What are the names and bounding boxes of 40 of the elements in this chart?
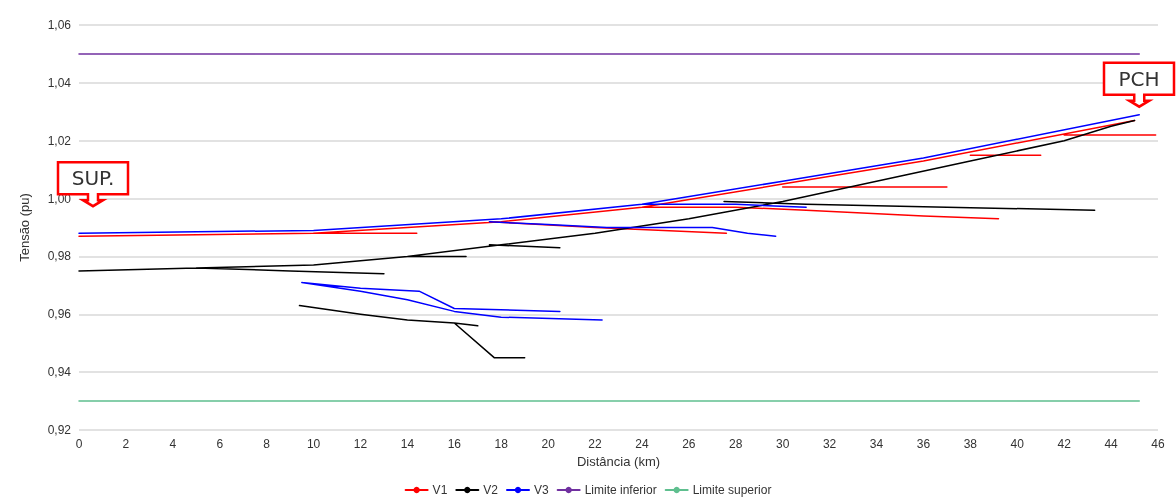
legend-label: V3: [533, 483, 549, 497]
x-tick-label: 44: [1104, 437, 1119, 451]
legend-label: V2: [483, 483, 499, 497]
x-tick-label: 28: [729, 437, 743, 451]
legend-label: V1: [432, 483, 448, 497]
x-tick-label: 2: [122, 437, 130, 451]
x-tick-label: 10: [306, 437, 321, 451]
y-tick-label: 0,92: [47, 423, 72, 437]
y-tick-label: 0,96: [47, 307, 72, 322]
x-tick-label: 12: [353, 437, 368, 451]
annotation: SUP.: [71, 166, 115, 191]
x-tick-label: 22: [588, 437, 603, 451]
x-tick-label: 14: [400, 437, 415, 451]
y-tick-label: 1,06: [47, 18, 72, 32]
x-tick-label: 34: [869, 437, 884, 451]
x-tick-label: 20: [541, 437, 556, 451]
y-axis-title: Tensão (pu): [17, 193, 32, 262]
x-tick-label: 38: [963, 437, 978, 451]
x-tick-label: 46: [1151, 437, 1165, 451]
y-tick-label: 0,98: [47, 249, 72, 264]
annotation: PCH: [1118, 66, 1160, 91]
x-tick-label: 30: [776, 437, 790, 451]
x-tick-label: 16: [447, 437, 462, 451]
x-tick-label: 6: [216, 437, 224, 451]
legend-label: Limite inferior: [584, 483, 657, 497]
x-tick-label: 42: [1057, 437, 1072, 451]
x-tick-label: 0: [75, 437, 83, 451]
x-axis-title: Distância (km): [576, 453, 661, 469]
x-tick-label: 26: [682, 437, 696, 451]
x-tick-label: 4: [169, 437, 177, 451]
x-tick-label: 32: [822, 437, 837, 451]
y-tick-label: 1,04: [47, 75, 72, 90]
x-tick-label: 8: [263, 437, 271, 451]
y-tick-label: 1,02: [47, 133, 72, 148]
x-tick-label: 36: [916, 437, 931, 451]
x-tick-label: 18: [494, 437, 509, 451]
y-tick-label: 0,94: [47, 365, 72, 380]
x-tick-label: 40: [1010, 437, 1025, 451]
x-tick-label: 24: [635, 437, 649, 451]
legend-label: Limite superior: [692, 483, 772, 497]
